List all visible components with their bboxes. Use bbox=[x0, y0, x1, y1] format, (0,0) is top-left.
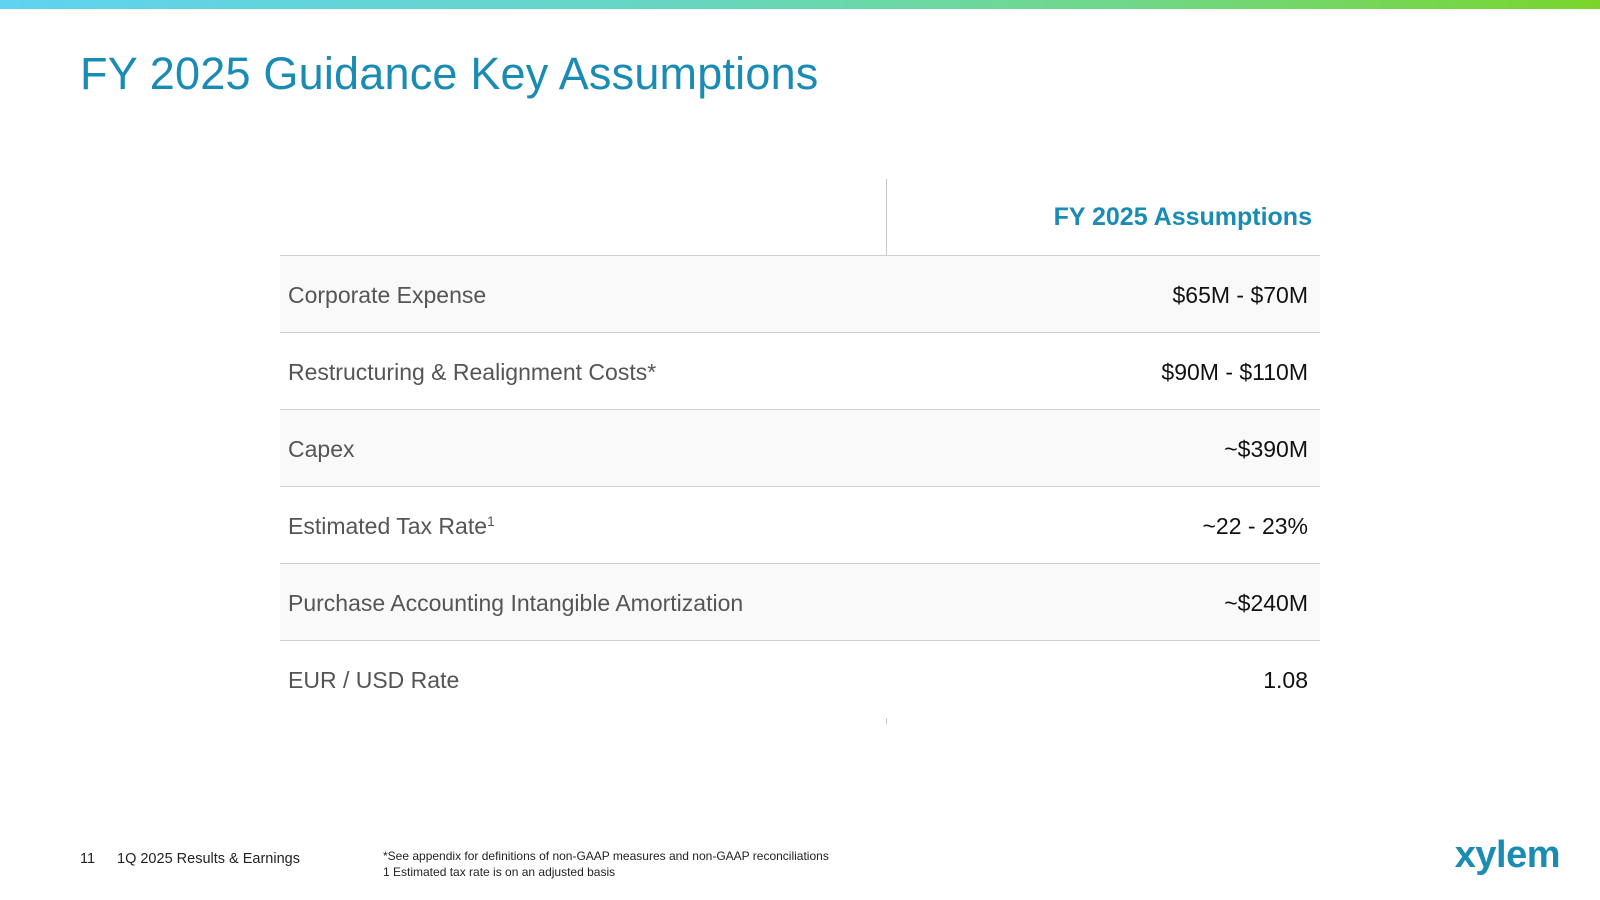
footnote-marker: 1 bbox=[487, 513, 495, 529]
row-label: Estimated Tax Rate1 bbox=[288, 513, 495, 539]
table-row: Restructuring & Realignment Costs* $90M … bbox=[280, 333, 1320, 410]
row-value: ~$240M bbox=[1224, 590, 1308, 616]
row-value: 1.08 bbox=[1263, 667, 1308, 693]
footnote-non-gaap: *See appendix for definitions of non-GAA… bbox=[383, 849, 829, 863]
footnotes: *See appendix for definitions of non-GAA… bbox=[383, 848, 829, 880]
table-row: Purchase Accounting Intangible Amortizat… bbox=[280, 564, 1320, 641]
presentation-title: 1Q 2025 Results & Earnings bbox=[117, 851, 300, 867]
row-value: $65M - $70M bbox=[1172, 282, 1308, 308]
row-label: EUR / USD Rate bbox=[288, 667, 460, 693]
row-label: Capex bbox=[288, 436, 355, 462]
page-title: FY 2025 Guidance Key Assumptions bbox=[80, 48, 819, 99]
row-label: Corporate Expense bbox=[288, 282, 487, 308]
table-row: Capex ~$390M bbox=[280, 410, 1320, 487]
assumptions-table: FY 2025 Assumptions Corporate Expense $6… bbox=[280, 179, 1320, 724]
row-value: ~$390M bbox=[1224, 436, 1308, 462]
table-row: Estimated Tax Rate1 ~22 - 23% bbox=[280, 487, 1320, 564]
row-value: $90M - $110M bbox=[1161, 359, 1308, 385]
table-header-row: FY 2025 Assumptions bbox=[280, 179, 1320, 256]
row-value: ~22 - 23% bbox=[1202, 513, 1309, 539]
table-row: Corporate Expense $65M - $70M bbox=[280, 256, 1320, 333]
row-label: Restructuring & Realignment Costs* bbox=[288, 359, 657, 385]
footnote-tax-rate: 1 Estimated tax rate is on an adjusted b… bbox=[383, 865, 616, 879]
page-number: 11 bbox=[80, 851, 96, 867]
row-label: Purchase Accounting Intangible Amortizat… bbox=[288, 590, 744, 616]
top-gradient-bar bbox=[0, 0, 1600, 9]
xylem-logo: xylem bbox=[1454, 834, 1561, 876]
table-row: EUR / USD Rate 1.08 bbox=[280, 641, 1320, 718]
column-header-assumptions: FY 2025 Assumptions bbox=[1053, 203, 1312, 231]
